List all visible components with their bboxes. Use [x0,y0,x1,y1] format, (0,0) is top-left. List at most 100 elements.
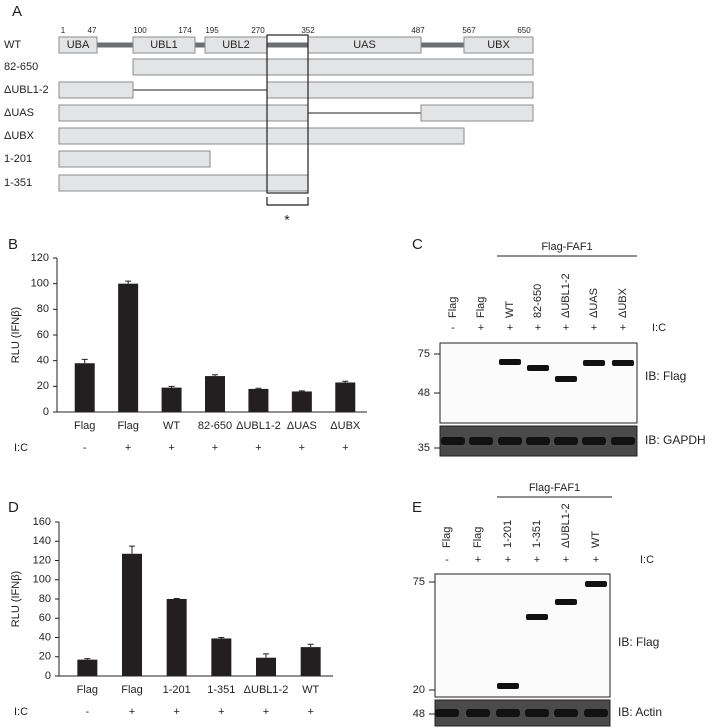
construct-label: WT [4,39,21,51]
y-tick-label: 120 [33,554,51,566]
band [555,599,577,605]
x-tick-label: ΔUBX [330,420,361,432]
error-bar [168,385,175,388]
panel-label: A [12,3,22,20]
treatment: + [475,554,481,566]
treatment: + [478,322,484,334]
treatment: + [212,442,218,454]
residue-label: 195 [205,26,219,35]
blot-control [434,699,611,727]
blot-main [434,573,611,698]
error-bar [218,637,225,639]
treatment: + [173,706,179,718]
control-band [466,709,490,717]
treatment: - [85,706,89,718]
treatment-label: I:C [652,322,666,334]
band [585,581,607,587]
residue-label: 174 [178,26,192,35]
construct-label: ΔUBL1-2 [4,84,49,96]
y-tick-label: 160 [33,516,51,528]
error-bar [125,280,132,284]
mw-marker: 48 [418,387,430,399]
control-band [469,437,493,445]
domain [463,36,534,54]
blot-label: IB: Actin [618,705,662,719]
mw-marker: 48 [413,708,425,720]
y-tick-label: 120 [31,252,49,264]
bar [77,659,98,676]
construct-label: ΔUBX [4,130,35,142]
band [612,360,634,366]
domain [132,36,196,54]
lane-label: 1-351 [531,520,543,548]
error-bar [84,658,91,660]
y-tick-label: 60 [39,612,51,624]
domain-label: UBA [67,39,90,51]
x-tick-label: ΔUBL1-2 [236,420,281,432]
y-axis-label: RLU (IFNβ) [10,307,22,363]
x-tick-label: Flag [74,420,95,432]
domain-label: UBL1 [150,39,178,51]
band [499,359,521,365]
lane-label: Flag [447,297,459,318]
blot-label: IB: Flag [618,635,659,649]
treatment: + [218,706,224,718]
y-tick-label: 20 [37,380,49,392]
error-bar [342,380,349,383]
mw-marker: 75 [413,576,425,588]
treatment: - [83,442,87,454]
bar [256,657,276,676]
x-tick-label: 1-201 [163,684,191,696]
control-band [582,437,606,445]
error-bar [263,653,269,658]
band [555,376,577,382]
x-tick-label: Flag [117,420,138,432]
residue-label: 352 [301,26,315,35]
blot-label: IB: GAPDH [645,433,706,447]
construct-bar [132,58,534,76]
bar [166,599,187,676]
bar [300,647,321,676]
residue-label: 100 [133,26,147,35]
panel-label: C [412,236,423,253]
construct-bar [58,81,134,99]
residue-label: 567 [462,26,476,35]
construct-bar [58,104,309,122]
x-tick-label: WT [302,684,319,696]
construct-bar [58,174,309,192]
bar [74,363,95,412]
mw-marker: 75 [418,348,430,360]
treatment: - [451,322,455,334]
treatment: + [125,442,131,454]
treatment: + [129,706,135,718]
x-tick-label: 1-351 [207,684,235,696]
marker: * [284,212,290,228]
blot-header: Flag-FAF1 [529,482,580,494]
lane-label: WT [504,301,516,318]
y-tick-label: 0 [43,406,49,418]
construct-bar [266,81,534,99]
treatment: + [505,554,511,566]
x-tick-label: WT [163,420,180,432]
band [527,365,549,371]
bar [118,283,139,412]
panel-label: E [412,499,422,516]
error-bar [212,374,218,377]
control-band [584,709,608,717]
treatment: + [535,322,541,334]
y-tick-label: 100 [33,574,51,586]
construct-label: ΔUAS [4,107,34,119]
treatment: + [168,442,174,454]
domain [58,36,98,54]
y-tick-label: 100 [31,278,49,290]
lane-label: ΔUBL1-2 [560,503,572,548]
treatment: + [263,706,269,718]
error-bar [129,545,135,554]
y-tick-label: 40 [39,631,51,643]
mw-marker: 35 [418,442,430,454]
residue-label: 270 [251,26,265,35]
y-tick-label: 20 [39,651,51,663]
mw-marker: 20 [413,684,425,696]
treatment: + [255,442,261,454]
x-tick-label: 82-650 [198,420,232,432]
